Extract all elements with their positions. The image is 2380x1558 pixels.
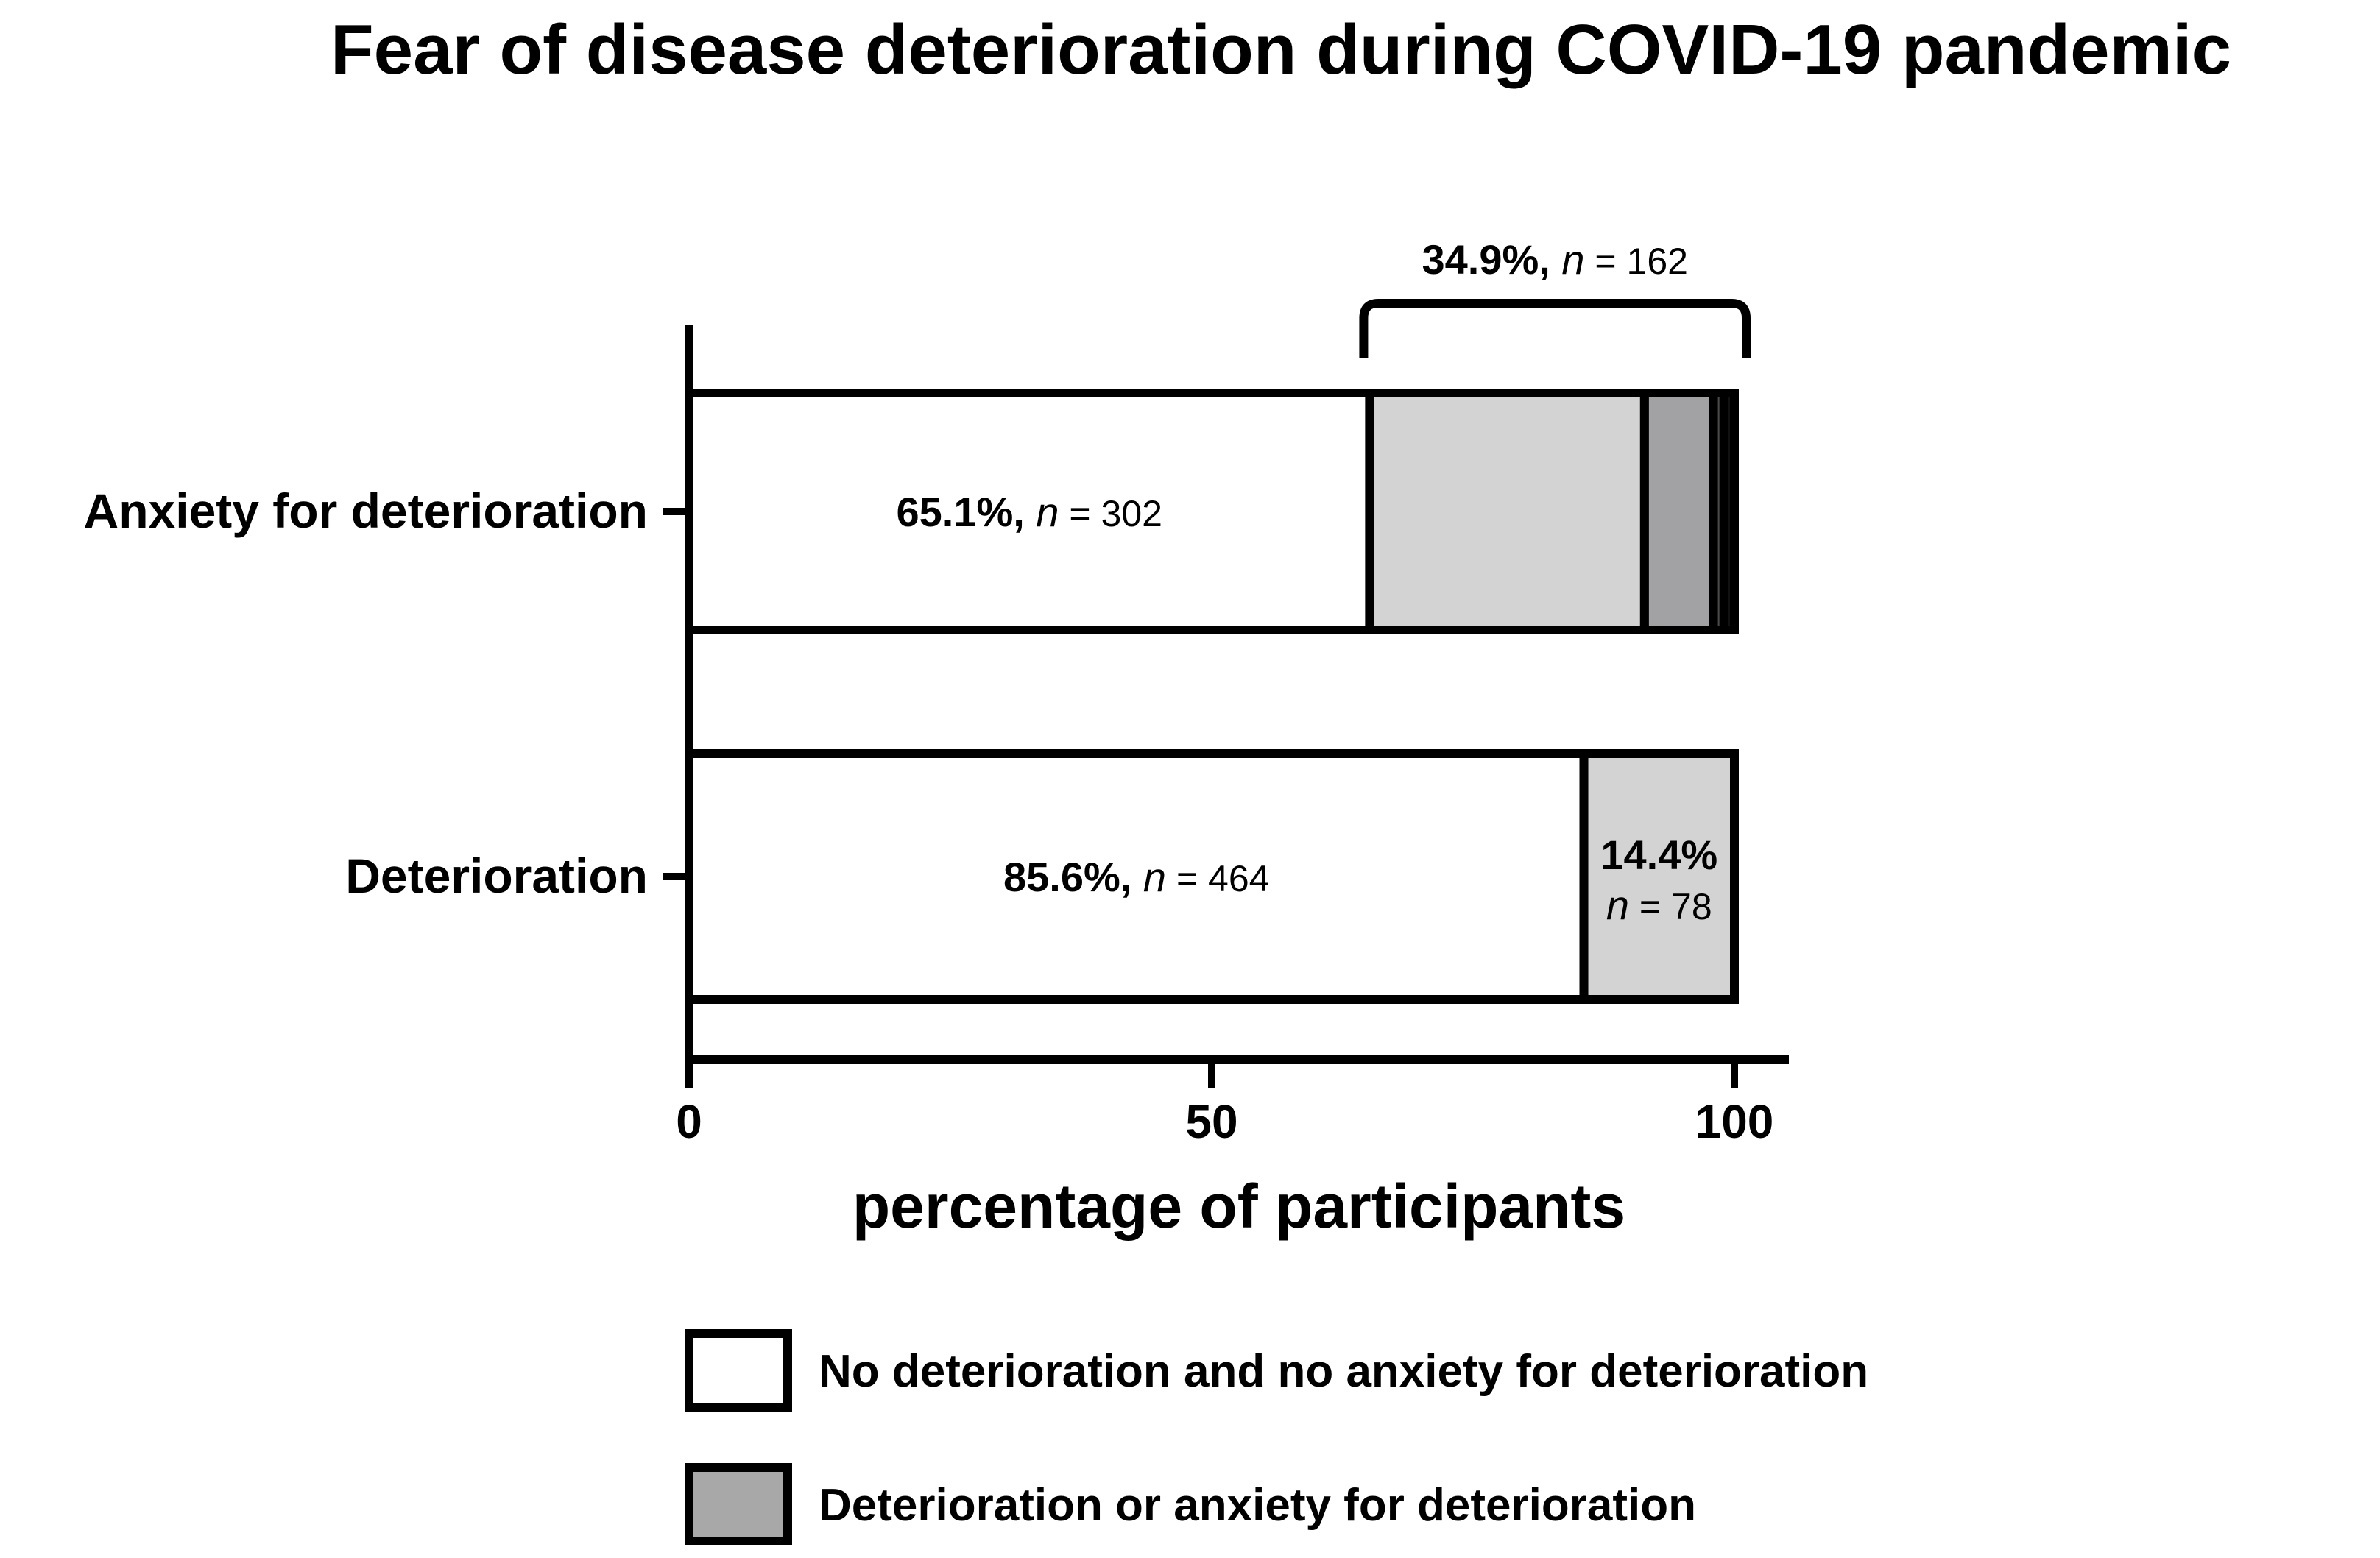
legend-label: Deterioration or anxiety for deteriorati… [819, 1480, 1696, 1531]
bar-segment [685, 749, 1589, 1004]
segment-label-count: = 302 [1059, 493, 1162, 534]
bracket-group: 34.9%, n = 162 [1359, 236, 1751, 358]
x-axis-label: percentage of participants [852, 1172, 1625, 1241]
bar-segment [1365, 389, 1649, 634]
legend: No deterioration and no anxiety for dete… [685, 1329, 1868, 1545]
bar-segment [1579, 749, 1740, 1004]
segment-label-count: = 78 [1629, 886, 1712, 927]
x-tick-label: 100 [1695, 1095, 1774, 1148]
category-label: Deterioration [345, 849, 648, 903]
segment-label: 65.1%, n = 302 [896, 489, 1162, 535]
x-tick-label: 0 [676, 1095, 702, 1148]
bracket-label-pct: 34.9%, [1422, 236, 1561, 283]
segment-label-n: n [1143, 854, 1166, 900]
legend-swatch [685, 1463, 792, 1545]
segment-label-pct: 14.4% [1600, 832, 1717, 878]
segment-label-pct: 65.1%, [896, 489, 1036, 535]
segment-label-n: n = 78 [1606, 882, 1712, 928]
bar-segment [1719, 389, 1740, 634]
category-label: Anxiety for deterioration [84, 484, 648, 538]
bracket-label: 34.9%, n = 162 [1422, 236, 1687, 283]
chart-title: Fear of disease deterioration during COV… [331, 10, 2231, 89]
x-tick-label: 50 [1185, 1095, 1237, 1148]
legend-swatch [685, 1329, 792, 1412]
segment-label: 85.6%, n = 464 [1003, 854, 1269, 900]
bar-segment [1639, 389, 1718, 634]
bracket-label-count: = 162 [1585, 241, 1688, 282]
bracket-line [1359, 299, 1751, 358]
legend-label: No deterioration and no anxiety for dete… [819, 1346, 1868, 1397]
segment-label-pct: 85.6%, [1003, 854, 1143, 900]
bracket-label-n: n [1561, 236, 1584, 283]
x-axis: 0 50 100 [676, 1060, 1773, 1148]
y-axis: Anxiety for deterioration Deterioration [84, 484, 685, 903]
segment-label-n: n [1036, 489, 1059, 535]
segment-label-n-italic: n [1606, 882, 1629, 928]
segment-label-count: = 464 [1166, 858, 1269, 899]
